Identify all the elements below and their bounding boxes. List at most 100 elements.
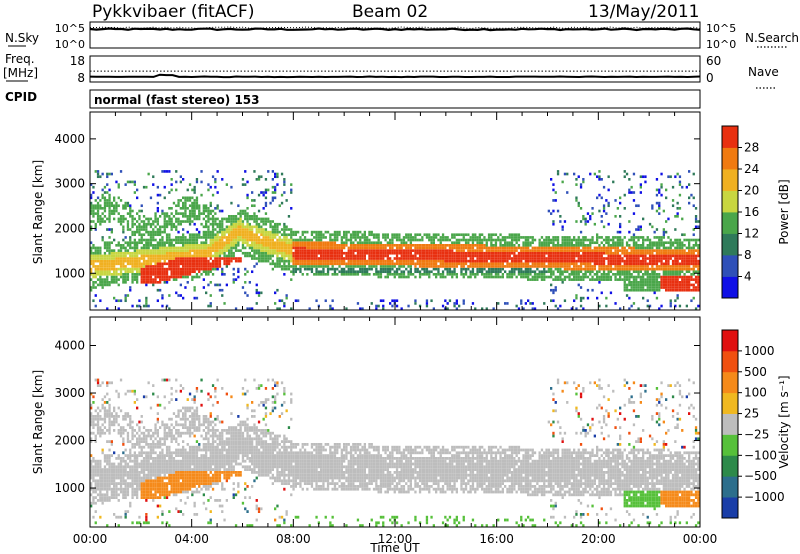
- power-cell-3546: [543, 244, 546, 247]
- power-cell-878: [175, 225, 178, 229]
- power-cell-1885: [285, 294, 288, 297]
- power-cell-567: [145, 230, 148, 234]
- freq-label-line1: Freq.: [5, 52, 35, 66]
- power-cell-2271: [345, 307, 348, 311]
- power-cell-1844: [280, 265, 284, 268]
- power-cell-4508: [658, 207, 661, 210]
- power-cell-2550: [386, 251, 389, 255]
- power-cell-4734: [681, 241, 684, 245]
- power-cell-1751: [269, 246, 272, 250]
- power-cell-943: [182, 254, 185, 258]
- power-cell-326: [122, 267, 125, 271]
- power-cell-974: [184, 244, 187, 247]
- power-cell-793: [168, 278, 171, 281]
- power-cell-261: [113, 199, 116, 202]
- power-cell-2832: [432, 254, 435, 258]
- power-cell-392: [129, 262, 132, 266]
- power-cell-529: [142, 265, 146, 268]
- power-cell-1023: [188, 241, 192, 245]
- power-cell-2361: [359, 270, 362, 274]
- power-cell-4325: [639, 265, 642, 268]
- power-cell-458: [136, 275, 139, 279]
- power-cell-2614: [398, 275, 401, 279]
- power-cell-3874: [584, 254, 587, 258]
- power-cell-2187: [331, 299, 334, 303]
- power-cell-3794: [575, 246, 578, 250]
- power-cell-4330: [639, 249, 642, 252]
- power-cell-3871: [584, 262, 587, 266]
- power-cell-3518: [540, 275, 544, 279]
- power-cell-4405: [648, 281, 652, 284]
- power-cell-1175: [202, 230, 205, 234]
- power-cell-327: [122, 265, 125, 268]
- power-cell-224: [110, 273, 113, 276]
- power-cell-1869: [283, 249, 286, 252]
- power-cell-1315: [216, 246, 219, 250]
- power-cell-3979: [598, 249, 601, 252]
- power-cell-3187: [487, 238, 491, 242]
- power-cell-2320: [352, 257, 355, 260]
- power-cell-1434: [230, 230, 233, 234]
- power-cell-2869: [439, 273, 442, 276]
- power-cell-1585: [248, 225, 251, 229]
- power-cell-3628: [554, 259, 557, 263]
- power-cell-318: [119, 217, 123, 221]
- power-cell-2784: [425, 267, 429, 271]
- power-cell-3421: [524, 254, 527, 258]
- power-cell-2666: [405, 244, 408, 247]
- power-cell-1913: [287, 233, 291, 237]
- power-cell-806: [168, 238, 171, 242]
- power-cell-3625: [554, 267, 557, 271]
- power-cell-3208: [492, 275, 495, 279]
- power-cell-1443: [232, 281, 235, 284]
- power-cell-19: [90, 207, 93, 210]
- power-cbar-label-4: 20: [744, 184, 759, 198]
- power-cell-3858: [582, 244, 585, 247]
- power-cell-755: [163, 244, 166, 247]
- power-cell-1343: [218, 230, 222, 234]
- power-cell-4293: [635, 204, 638, 208]
- power-cell-3831: [579, 265, 583, 268]
- power-cell-2775: [423, 249, 426, 252]
- power-cell-686: [156, 222, 159, 226]
- power-cell-3707: [563, 246, 567, 250]
- power-cell-1220: [207, 236, 210, 239]
- power-cell-2839: [432, 236, 435, 239]
- power-cell-573: [147, 304, 150, 308]
- power-cell-995: [186, 257, 189, 260]
- power-cell-2984: [455, 249, 458, 252]
- power-cell-2731: [416, 257, 419, 260]
- power-cell-2105: [317, 246, 320, 250]
- power-cell-1134: [198, 230, 201, 234]
- power-cell-2988: [455, 238, 458, 242]
- power-cell-1127: [198, 254, 201, 258]
- power-cell-719: [161, 296, 164, 300]
- power-cell-4704: [678, 257, 682, 260]
- power-cell-4660: [674, 246, 677, 250]
- power-cell-62: [94, 228, 97, 231]
- power-cell-2235: [338, 259, 341, 263]
- power-cell-3127: [478, 244, 481, 247]
- power-cell-2025: [306, 265, 309, 268]
- power-cell-2976: [455, 275, 458, 279]
- power-cell-2709: [412, 238, 415, 242]
- power-cell-4028: [605, 278, 608, 281]
- power-cell-4463: [655, 288, 659, 292]
- power-cell-3955: [596, 259, 599, 263]
- power-cell-4541: [662, 270, 665, 274]
- power-cell-2935: [448, 257, 452, 260]
- power-cell-3154: [483, 257, 486, 260]
- power-cell-3391: [520, 259, 523, 263]
- power-cell-4693: [678, 304, 682, 308]
- power-cell-1950: [292, 233, 295, 237]
- power-cell-2866: [437, 238, 440, 242]
- freq-left-tick-bottom: 8: [77, 71, 85, 85]
- power-cell-424: [131, 233, 134, 237]
- power-cell-2971: [453, 236, 456, 239]
- power-cell-663: [154, 217, 157, 221]
- power-cell-993: [186, 262, 189, 266]
- power-cell-899: [177, 246, 180, 250]
- power-cell-3471: [531, 251, 534, 255]
- power-cell-2766: [423, 273, 426, 276]
- power-cell-1404: [225, 183, 228, 186]
